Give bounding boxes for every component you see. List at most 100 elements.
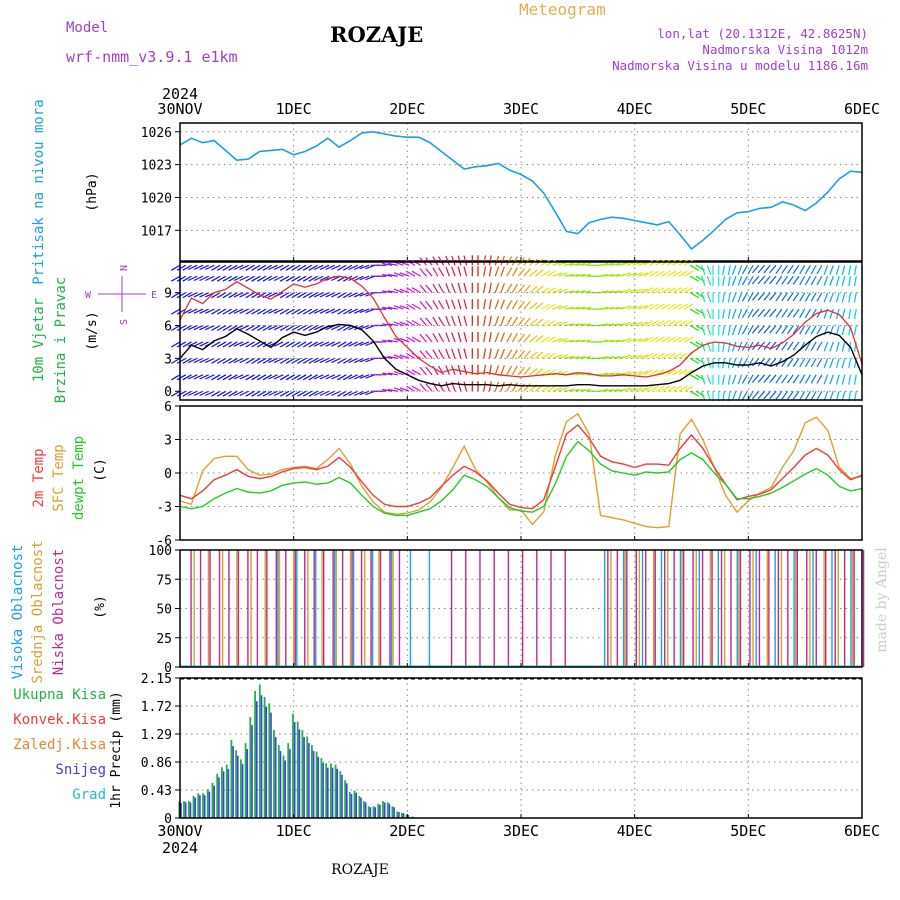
wind-arrow — [546, 336, 556, 343]
wind-arrow — [763, 292, 771, 301]
wind-arrow — [666, 385, 677, 392]
wind-arrow — [835, 265, 840, 276]
wind-arrow — [182, 325, 192, 332]
wind-arrow — [737, 391, 743, 401]
wind-arrow — [689, 357, 700, 364]
snow-bar — [407, 815, 410, 818]
wind-arrow — [552, 288, 563, 294]
wind-arrow — [438, 256, 445, 266]
wind-label-1: 10m Vjetar — [31, 298, 47, 382]
footer-title: ROZAJE — [331, 862, 389, 878]
wind-arrow — [751, 374, 760, 383]
wind-arrow — [245, 357, 255, 364]
wind-arrow — [302, 264, 313, 271]
wind-arrow — [193, 324, 204, 331]
temp-dewpt-label: dewpt Temp — [71, 436, 87, 520]
wind-arrow — [273, 324, 284, 331]
wind-arrow — [262, 325, 272, 332]
wind-arrow — [506, 267, 513, 277]
precip-bar — [244, 743, 247, 818]
wind-arrow — [268, 308, 278, 314]
wind-arrow — [581, 306, 592, 310]
wind-arrow — [552, 337, 563, 343]
wind-arrow — [343, 275, 353, 282]
snow-bar — [256, 701, 258, 818]
wind-arrow — [256, 357, 267, 364]
wind-arrow — [829, 358, 834, 369]
wind-arrow — [205, 264, 215, 271]
wind-arrow — [359, 374, 370, 379]
wind-arrow — [655, 270, 665, 277]
wind-arrow — [451, 266, 456, 277]
wind-arrow — [517, 366, 526, 376]
wind-arrow — [463, 365, 468, 375]
wind-arrow — [511, 349, 518, 359]
wind-arrow — [257, 275, 267, 282]
wind-arrow — [494, 381, 500, 392]
precip-bar — [330, 763, 332, 818]
wind-arrow — [621, 305, 631, 310]
wind-arrow — [689, 325, 699, 332]
wind-arrow — [841, 276, 846, 287]
wind-arrow — [829, 265, 834, 275]
wind-arrow — [684, 259, 694, 266]
wind-arrow — [678, 319, 688, 327]
wind-arrow — [432, 300, 439, 310]
wind-arrow — [816, 325, 823, 335]
wind-arrow — [722, 276, 726, 287]
wind-arrow — [609, 339, 620, 343]
wind-arrow — [569, 273, 580, 277]
wind-arrow — [325, 374, 335, 380]
wind-arrow — [222, 275, 232, 282]
wind-arrow — [445, 348, 450, 359]
wind-arrow — [285, 357, 295, 364]
wind-arrow — [540, 352, 550, 359]
wind-arrow — [297, 308, 307, 315]
wind-arrow — [575, 262, 586, 266]
watermark: made by Angel — [874, 547, 890, 653]
wind-arrow — [319, 357, 330, 364]
wind-arrow — [302, 292, 313, 299]
wind-arrow — [399, 387, 410, 392]
wind-arrow — [233, 341, 244, 347]
wind-arrow — [722, 265, 726, 276]
wind-arrow — [848, 358, 852, 369]
wind-arrow — [451, 255, 456, 266]
wind-arrow — [517, 350, 526, 359]
y-tick-label: 1.29 — [141, 728, 172, 743]
wind-arrow — [598, 273, 609, 277]
precip-bar — [287, 743, 290, 818]
wind-arrow — [816, 358, 823, 368]
wind-arrow — [302, 374, 313, 381]
wind-arrow — [279, 308, 290, 315]
wind-arrow — [211, 325, 221, 332]
wind-arrow — [291, 390, 301, 397]
wind-arrow — [621, 387, 631, 392]
wind-arrow — [563, 273, 574, 277]
wind-arrow — [737, 292, 743, 303]
wind-arrow — [689, 275, 699, 282]
wind-arrow — [792, 264, 800, 274]
wind-arrow — [262, 264, 272, 271]
precip-bar — [216, 773, 219, 818]
wind-arrow — [523, 284, 531, 294]
wind-arrow — [672, 319, 682, 327]
precip-bar — [292, 713, 294, 818]
wind-arrow — [841, 374, 846, 385]
wind-arrow — [666, 319, 677, 327]
wind-arrow — [308, 275, 318, 282]
wind-arrow — [319, 308, 330, 314]
wind-arrow — [506, 349, 513, 359]
wind-arrow — [228, 275, 238, 282]
wind-arrow — [228, 308, 238, 315]
wind-arrow — [787, 264, 794, 274]
wind-arrow — [853, 308, 857, 320]
snow-bar — [194, 797, 196, 818]
wind-arrow — [268, 374, 278, 380]
wind-arrow — [211, 275, 221, 282]
wind-arrow — [747, 308, 754, 319]
wind-arrow — [228, 341, 238, 348]
wind-arrow — [187, 292, 198, 298]
wind-arrow — [700, 325, 706, 336]
wind-arrow — [751, 308, 760, 318]
